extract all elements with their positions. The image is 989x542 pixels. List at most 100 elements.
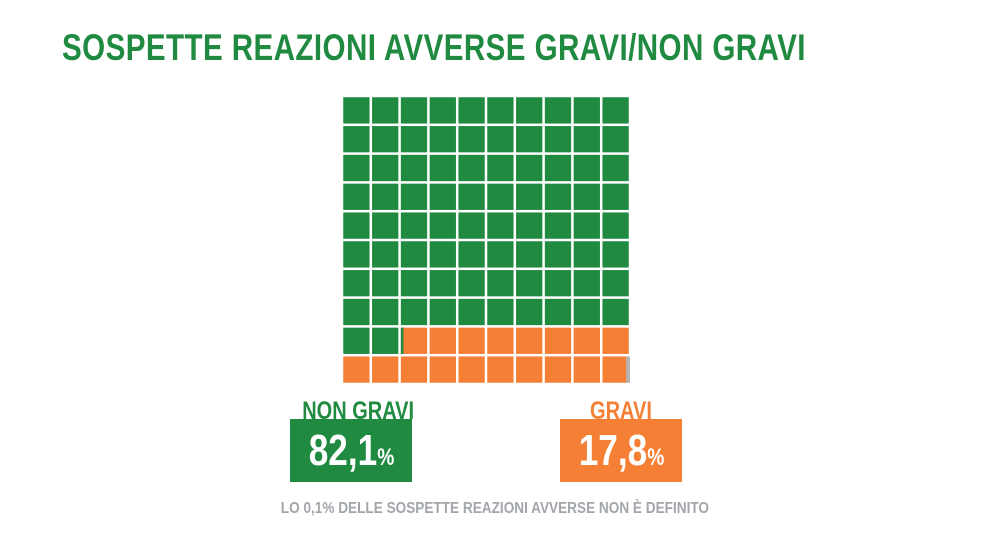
waffle-cell-non-gravi — [372, 298, 399, 326]
waffle-cell-non-gravi — [429, 183, 456, 210]
waffle-cell-non-gravi — [343, 126, 370, 153]
waffle-cell-non-gravi — [573, 126, 600, 153]
waffle-cell-non-gravi — [516, 97, 543, 124]
waffle-cell-non-gravi — [343, 298, 370, 326]
waffle-cell-non-gravi — [458, 298, 485, 326]
waffle-cell-non-gravi — [400, 183, 428, 210]
waffle-cell-non-gravi — [343, 270, 370, 297]
percent-sign-gravi: % — [646, 443, 664, 471]
waffle-cell-non-gravi — [372, 327, 399, 354]
waffle-cell-non-gravi — [602, 241, 629, 268]
waffle-cell-non-gravi — [400, 212, 428, 239]
waffle-cell-undefined — [626, 356, 630, 383]
waffle-cell-gravi — [400, 327, 428, 354]
waffle-cell-non-gravi — [573, 298, 600, 326]
waffle-cell-non-gravi — [429, 212, 456, 239]
waffle-cell-gravi — [573, 327, 600, 354]
waffle-cell-gravi — [544, 356, 572, 383]
value-box-non-gravi: 82,1% — [290, 419, 412, 482]
waffle-cell-non-gravi — [602, 126, 629, 153]
waffle-cell-non-gravi — [544, 298, 572, 326]
waffle-cell-non-gravi — [516, 270, 543, 297]
waffle-cell-non-gravi — [487, 183, 514, 210]
waffle-cell-non-gravi — [573, 154, 600, 182]
waffle-cell-non-gravi — [573, 183, 600, 210]
waffle-cell-non-gravi — [487, 270, 514, 297]
value-gravi: 17,8 — [578, 425, 647, 475]
waffle-cell-non-gravi — [400, 154, 428, 182]
waffle-cell-non-gravi — [372, 97, 399, 124]
waffle-cell-non-gravi — [458, 97, 485, 124]
waffle-cell-non-gravi — [602, 154, 629, 182]
waffle-cell-non-gravi — [343, 183, 370, 210]
waffle-cell-non-gravi — [372, 126, 399, 153]
waffle-cell-non-gravi — [400, 97, 428, 124]
waffle-cell-non-gravi — [516, 154, 543, 182]
waffle-cell-non-gravi — [487, 154, 514, 182]
waffle-cell-non-gravi — [516, 212, 543, 239]
waffle-cell-non-gravi — [429, 241, 456, 268]
waffle-cell-gravi — [516, 356, 543, 383]
waffle-cell-non-gravi — [573, 241, 600, 268]
waffle-cell-non-gravi — [458, 270, 485, 297]
waffle-cell-non-gravi — [487, 126, 514, 153]
waffle-cell-non-gravi — [400, 298, 428, 326]
waffle-cell-gravi — [400, 356, 428, 383]
waffle-cell-non-gravi — [602, 212, 629, 239]
waffle-cell-gravi — [372, 356, 399, 383]
footnote: LO 0,1% DELLE SOSPETTE REAZIONI AVVERSE … — [0, 500, 989, 518]
waffle-cell-non-gravi — [602, 183, 629, 210]
waffle-cell-non-gravi — [343, 212, 370, 239]
waffle-cell-non-gravi — [544, 126, 572, 153]
waffle-cell-non-gravi — [544, 270, 572, 297]
waffle-cell-non-gravi — [458, 183, 485, 210]
waffle-cell-non-gravi — [544, 97, 572, 124]
waffle-cell-non-gravi — [429, 97, 456, 124]
waffle-cell-non-gravi — [343, 154, 370, 182]
waffle-cell-non-gravi — [429, 154, 456, 182]
waffle-cell-gravi — [458, 356, 485, 383]
waffle-cell-non-gravi — [544, 241, 572, 268]
waffle-cell-non-gravi — [458, 154, 485, 182]
waffle-cell-non-gravi — [343, 97, 370, 124]
waffle-cell-non-gravi — [400, 241, 428, 268]
value-box-gravi: 17,8% — [560, 419, 682, 482]
waffle-cell-non-gravi — [429, 298, 456, 326]
waffle-cell-gravi — [429, 327, 456, 354]
waffle-cell-non-gravi — [487, 241, 514, 268]
waffle-cell-non-gravi — [516, 298, 543, 326]
waffle-cell-gravi — [487, 327, 514, 354]
waffle-cell-non-gravi — [343, 327, 370, 354]
waffle-cell-non-gravi — [516, 126, 543, 153]
waffle-cell-non-gravi — [372, 241, 399, 268]
waffle-cell-gravi — [487, 356, 514, 383]
waffle-cell-non-gravi — [544, 154, 572, 182]
waffle-cell-non-gravi — [602, 97, 629, 124]
waffle-cell-gravi — [573, 356, 600, 383]
chart-title: SOSPETTE REAZIONI AVVERSE GRAVI/NON GRAV… — [62, 27, 806, 68]
waffle-cell-gravi — [602, 327, 629, 354]
waffle-cell-gravi — [516, 327, 543, 354]
waffle-cell-non-gravi — [343, 241, 370, 268]
waffle-cell-non-gravi — [573, 212, 600, 239]
waffle-cell-non-gravi — [573, 97, 600, 124]
waffle-cell-non-gravi — [516, 241, 543, 268]
waffle-cell-non-gravi — [544, 183, 572, 210]
waffle-cell-non-gravi — [372, 154, 399, 182]
waffle-cell-gravi — [602, 356, 629, 383]
waffle-cell-gravi — [343, 356, 370, 383]
waffle-cell-non-gravi — [400, 270, 428, 297]
waffle-cell-non-gravi-partial — [400, 327, 404, 354]
waffle-cell-non-gravi — [400, 126, 428, 153]
waffle-cell-non-gravi — [429, 270, 456, 297]
waffle-cell-non-gravi — [544, 212, 572, 239]
percent-sign-non-gravi: % — [376, 443, 394, 471]
waffle-cell-non-gravi — [458, 126, 485, 153]
waffle-cell-non-gravi — [372, 270, 399, 297]
waffle-chart — [343, 97, 630, 383]
waffle-cell-non-gravi — [458, 241, 485, 268]
waffle-cell-gravi — [544, 327, 572, 354]
waffle-cell-non-gravi — [458, 212, 485, 239]
waffle-cell-gravi — [458, 327, 485, 354]
waffle-cell-non-gravi — [516, 183, 543, 210]
